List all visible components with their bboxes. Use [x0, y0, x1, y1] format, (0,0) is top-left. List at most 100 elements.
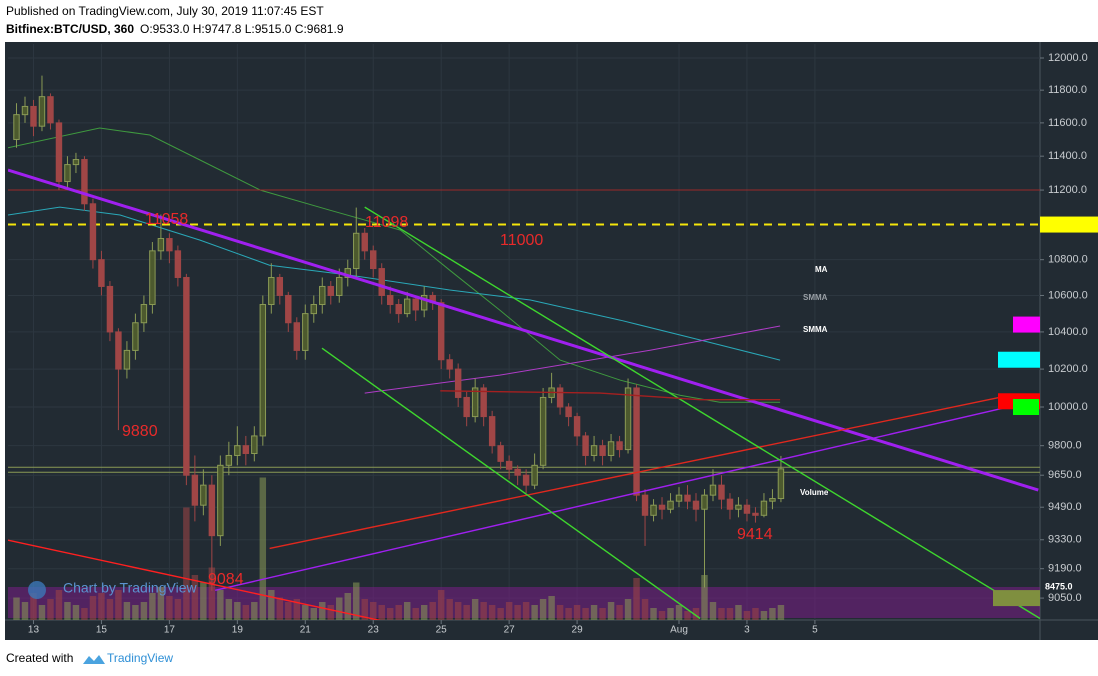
volume-bar	[123, 602, 131, 620]
axes: 12000.0 11800.0 11600.0 11400.0 11200.0 10800…	[28, 52, 1088, 636]
candle-body	[437, 302, 445, 361]
price-marker	[993, 590, 1040, 607]
volume-bar	[353, 582, 360, 620]
candle-body	[412, 298, 419, 311]
candle-body	[667, 500, 674, 510]
legend-label: MA	[815, 265, 828, 274]
candle-body	[488, 416, 496, 447]
volume-bar	[463, 605, 470, 620]
y-tick-label: 9490.0	[1048, 501, 1082, 513]
volume-bar	[310, 608, 318, 620]
candle-body	[633, 387, 640, 496]
candle-body	[616, 441, 623, 451]
volume-bar	[183, 507, 190, 620]
candle-body	[72, 159, 80, 166]
volume-bar	[582, 608, 589, 620]
candle-body	[191, 474, 199, 506]
band-label: 8475.0	[1045, 581, 1073, 591]
volume-bar	[89, 596, 97, 620]
volume-bar	[454, 602, 462, 620]
candle-body	[123, 349, 131, 370]
volume-bar	[140, 602, 148, 620]
volume-bar	[361, 599, 368, 620]
volume-bar	[225, 599, 233, 620]
footer-logo	[83, 655, 105, 664]
x-tick-label: 21	[300, 625, 312, 636]
candle-body	[174, 250, 182, 278]
candle-body	[21, 105, 29, 116]
candle-body	[658, 504, 666, 510]
y-tick-label: 10200.0	[1048, 363, 1088, 375]
trend-line	[8, 168, 1039, 492]
volume-bar	[522, 602, 530, 620]
volume-bar	[480, 602, 487, 620]
candle-body	[531, 464, 538, 486]
candle-body	[157, 238, 165, 252]
candle-body	[38, 96, 46, 127]
candle-body	[302, 313, 309, 351]
candle-body	[692, 500, 700, 510]
y-tick-label: 9330.0	[1048, 534, 1082, 546]
x-tick-label: 3	[744, 625, 750, 636]
candle-body	[293, 322, 301, 351]
volume-bar	[242, 605, 250, 620]
volume-bar	[38, 605, 46, 620]
candle-body	[217, 464, 224, 537]
volume-bar	[191, 575, 199, 620]
volume-bar	[30, 593, 37, 620]
volume-bar	[217, 590, 224, 620]
candle-body	[573, 416, 581, 437]
y-tick-label: 9190.0	[1048, 563, 1082, 575]
y-tick-label: 11600.0	[1048, 117, 1087, 129]
volume-bar	[667, 608, 674, 620]
candle-body	[370, 250, 377, 270]
volume-bar	[471, 599, 479, 620]
candle-body	[89, 203, 97, 261]
candle-body	[225, 454, 233, 466]
candle-body	[361, 232, 368, 252]
candle-body	[208, 484, 216, 537]
candle-body	[234, 445, 241, 456]
volume-bar	[497, 608, 504, 620]
volume-bar	[64, 602, 71, 620]
volume-bar	[437, 590, 445, 620]
volume-bar	[251, 602, 258, 620]
volume-bar	[412, 608, 419, 620]
volume-bar	[234, 602, 241, 620]
candle-body	[242, 445, 250, 455]
y-tick-label: 10400.0	[1048, 326, 1088, 338]
annotation: 9880	[122, 423, 158, 440]
candle-body	[539, 396, 547, 466]
candle-body	[420, 294, 428, 311]
volume-bar	[420, 605, 428, 620]
candle-body	[378, 268, 385, 296]
candle-body	[344, 268, 351, 278]
volume-bar	[319, 602, 326, 620]
y-tick-label: 9050.0	[1048, 592, 1082, 604]
candle-body	[769, 498, 776, 502]
candle-body	[259, 304, 267, 437]
volume-bar	[259, 477, 267, 620]
candle-body	[522, 474, 530, 486]
candle-body	[650, 504, 657, 516]
volume-bar	[336, 597, 343, 620]
candle-body	[582, 435, 589, 456]
x-tick-label: 15	[96, 625, 108, 636]
candle-body	[752, 512, 759, 516]
trend-line	[215, 404, 1016, 591]
candle-body	[709, 484, 717, 496]
volume-bar	[395, 605, 402, 620]
volume-bar	[174, 599, 182, 620]
watermark: Chart by TradingView	[63, 580, 197, 596]
candle-body	[726, 498, 734, 510]
candle-body	[735, 504, 742, 510]
volume-bar	[599, 608, 606, 620]
x-tick-label: 27	[504, 625, 516, 636]
candle-body	[446, 359, 453, 370]
volume-bar	[386, 608, 394, 620]
volume-bar	[488, 605, 496, 620]
volume-bar	[276, 597, 284, 620]
candle-body	[624, 387, 632, 451]
volume-bar	[403, 602, 411, 620]
volume-bar	[692, 608, 700, 620]
